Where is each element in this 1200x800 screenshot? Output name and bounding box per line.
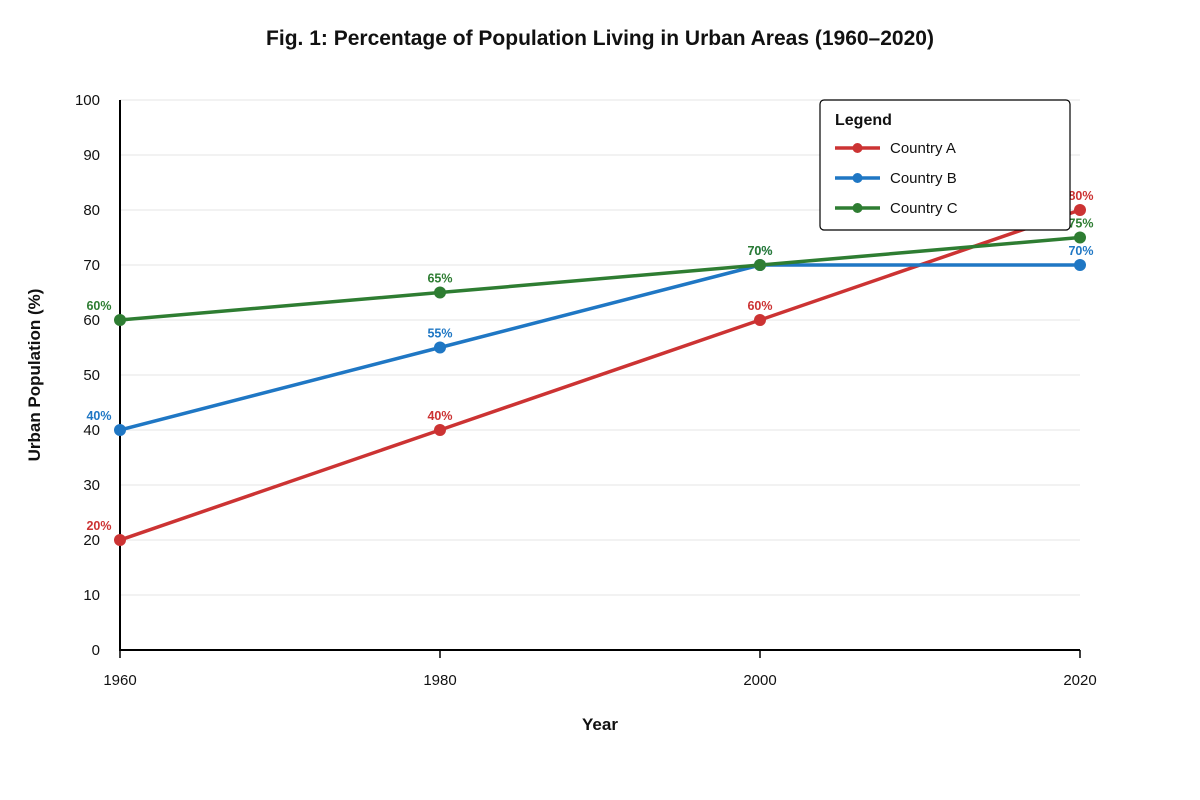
y-tick-label: 70 — [83, 257, 100, 274]
series-line-country-c — [118, 235, 1082, 322]
legend-label: Country B — [890, 170, 957, 187]
y-axis-ticks: 0 10 20 30 40 50 60 70 80 90 100 — [75, 92, 100, 659]
legend-item-country-a: Country A — [835, 140, 956, 157]
x-tick-label: 2020 — [1063, 672, 1096, 689]
data-label-country-c: 65% — [427, 272, 452, 286]
series-lines — [118, 208, 1082, 542]
x-tick-label: 1960 — [103, 672, 136, 689]
data-label-country-b: 70% — [1068, 244, 1093, 258]
data-point-country-c — [754, 259, 766, 271]
data-label-country-b: 55% — [427, 327, 452, 341]
y-tick-label: 10 — [83, 587, 100, 604]
data-labels: 20%40%60%80%40%55%70% 70%60%65%70%75% — [86, 189, 1093, 533]
data-label-country-a: 40% — [427, 409, 452, 423]
data-point-country-c — [434, 286, 446, 299]
x-tick-label: 1980 — [423, 672, 456, 689]
x-tick-label: 2000 — [743, 672, 776, 689]
data-point-country-c — [1074, 231, 1086, 244]
data-label-country-b: 70% — [747, 244, 772, 258]
data-point-country-b — [1074, 259, 1086, 271]
data-points — [114, 204, 1086, 546]
y-tick-label: 90 — [83, 147, 100, 164]
y-tick-label: 60 — [83, 312, 100, 329]
data-label-country-c: 75% — [1068, 217, 1093, 231]
series-line-country-b — [118, 263, 1082, 432]
legend-item-country-c: Country C — [835, 200, 958, 217]
chart-title: Fig. 1: Percentage of Population Living … — [266, 27, 934, 50]
y-tick-label: 40 — [83, 422, 100, 439]
legend-box — [819, 99, 1071, 231]
x-axis-ticks: 1960 1980 2000 2020 — [103, 650, 1097, 689]
y-tick-label: 20 — [83, 532, 100, 549]
legend-title: Legend — [835, 112, 892, 129]
data-label-country-c: 60% — [86, 299, 111, 313]
y-tick-label: 50 — [83, 367, 100, 384]
legend-item-country-b: Country B — [835, 170, 957, 187]
data-point-country-a — [114, 534, 126, 546]
legend-swatch-marker — [852, 173, 863, 183]
data-label-country-c: 70% — [747, 244, 772, 258]
data-label-country-a: 80% — [1068, 189, 1093, 203]
data-point-country-a — [434, 424, 446, 436]
data-point-country-a — [1074, 204, 1086, 216]
legend-label: Country C — [890, 200, 958, 217]
y-tick-label: 30 — [83, 477, 100, 494]
data-point-country-a — [754, 314, 766, 326]
data-label-country-a: 20% — [86, 519, 111, 533]
data-label-country-b: 40% — [86, 409, 111, 423]
y-axis-title: Urban Population (%) — [25, 289, 44, 462]
legend-label: Country A — [890, 140, 956, 157]
legend: Legend Country A Country B Country C — [819, 99, 1071, 231]
legend-items: Country A Country B Country C — [835, 140, 958, 217]
data-point-country-b — [434, 341, 446, 354]
data-label-country-a: 60% — [747, 299, 772, 313]
y-tick-label: 0 — [92, 642, 100, 659]
legend-swatch-marker — [852, 203, 863, 213]
y-tick-label: 100 — [75, 92, 100, 109]
legend-swatch-marker — [852, 143, 863, 153]
data-point-country-b — [114, 424, 126, 436]
y-tick-label: 80 — [83, 202, 100, 219]
x-axis-title: Year — [582, 715, 618, 734]
data-point-country-c — [114, 314, 126, 326]
